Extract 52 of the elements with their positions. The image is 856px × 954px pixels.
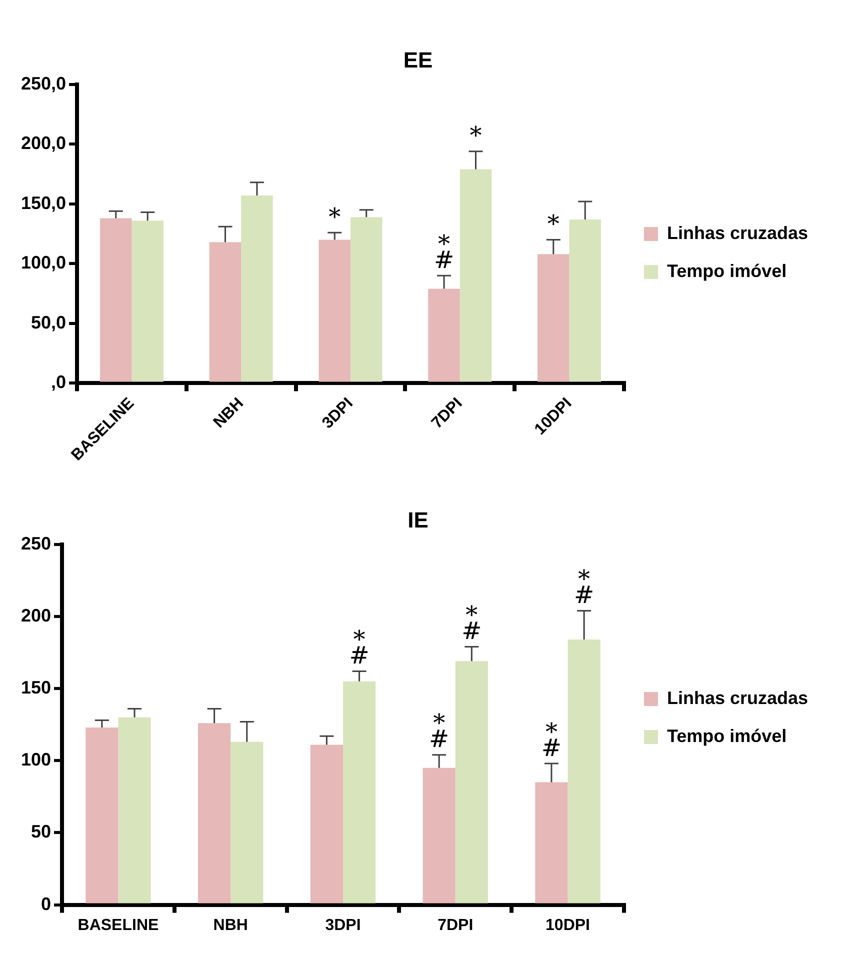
data-label: * # bbox=[541, 718, 562, 762]
bar bbox=[132, 220, 164, 382]
bar bbox=[241, 196, 273, 382]
y-tick-label: 100 bbox=[20, 750, 52, 770]
data-label: * # bbox=[574, 564, 594, 609]
x-tick-label: 10DPI bbox=[546, 916, 590, 934]
y-tick-label: 200 bbox=[20, 605, 52, 626]
data-label: * # bbox=[434, 230, 454, 274]
bar bbox=[350, 217, 382, 382]
bar bbox=[422, 768, 456, 904]
data-label: * bbox=[328, 202, 341, 231]
y-tick-label: 100,0 bbox=[20, 252, 66, 273]
y-tick-label: 50,0 bbox=[30, 312, 66, 332]
y-tick-label: ,0 bbox=[51, 372, 66, 392]
y-tick-label: 150 bbox=[20, 678, 52, 698]
legend-label: Tempo imóvel bbox=[666, 726, 787, 746]
bar bbox=[198, 723, 231, 904]
y-tick-label: 150,0 bbox=[20, 192, 66, 213]
chart-title: IE bbox=[408, 507, 428, 532]
x-tick-label: 3DPI bbox=[325, 916, 361, 934]
legend-label: Tempo imóvel bbox=[666, 260, 787, 281]
y-tick-label: 250,0 bbox=[20, 73, 66, 94]
bar bbox=[318, 240, 350, 382]
bar bbox=[310, 744, 343, 904]
data-label: * # bbox=[349, 625, 370, 670]
bar bbox=[230, 742, 264, 904]
bar bbox=[118, 717, 151, 904]
y-tick-label: 0 bbox=[41, 894, 52, 914]
y-tick-label: 50 bbox=[31, 822, 52, 842]
x-tick-label: 7DPI bbox=[438, 916, 474, 934]
y-tick-label: 250 bbox=[20, 533, 52, 554]
bar bbox=[86, 727, 118, 904]
x-tick-label: NBH bbox=[213, 916, 248, 934]
legend-label: Linhas cruzadas bbox=[666, 222, 808, 243]
bar bbox=[209, 242, 242, 382]
bar bbox=[538, 254, 570, 382]
bar bbox=[535, 782, 568, 904]
bar bbox=[568, 640, 600, 904]
data-label: * bbox=[547, 210, 560, 238]
bar bbox=[428, 288, 460, 382]
bar bbox=[455, 661, 488, 904]
bar bbox=[100, 218, 132, 382]
legend-label: Linhas cruzadas bbox=[666, 688, 808, 708]
bar bbox=[342, 681, 376, 904]
data-label: * # bbox=[429, 709, 450, 754]
bar bbox=[569, 219, 601, 382]
x-tick-label: BASELINE bbox=[78, 916, 159, 934]
data-label: * bbox=[470, 122, 482, 150]
chart-title: EE bbox=[403, 47, 433, 72]
bar bbox=[460, 169, 492, 382]
data-label: * # bbox=[462, 600, 482, 645]
y-tick-label: 200,0 bbox=[20, 133, 66, 154]
